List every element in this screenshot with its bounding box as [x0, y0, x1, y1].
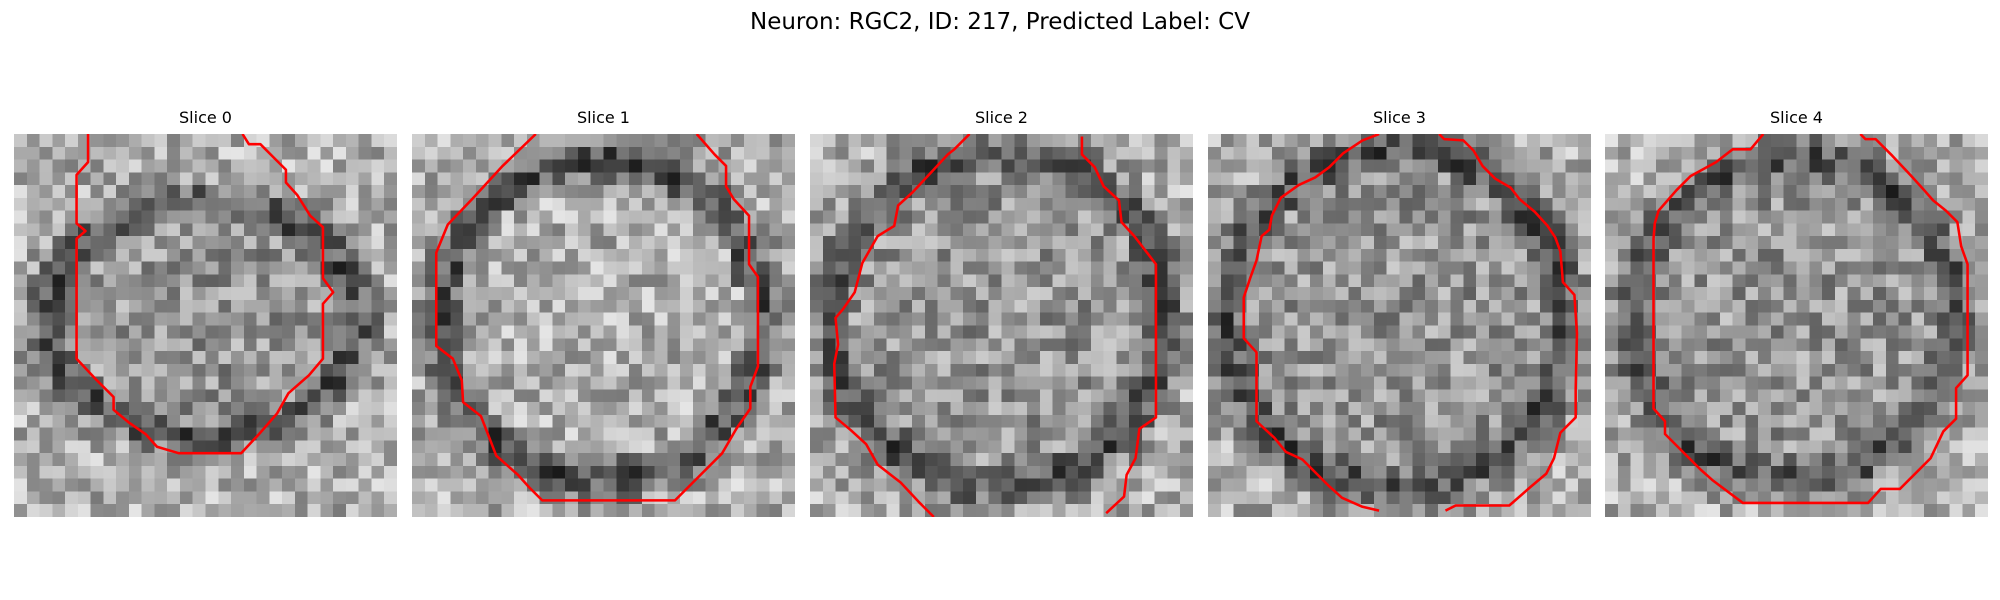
slice-title: Slice 4: [1605, 108, 1988, 128]
slice-title: Slice 2: [810, 108, 1193, 128]
slice-title: Slice 3: [1208, 108, 1591, 128]
slice-image: [412, 134, 795, 517]
figure-title: Neuron: RGC2, ID: 217, Predicted Label: …: [0, 8, 2000, 36]
slice-title: Slice 0: [14, 108, 397, 128]
slice-image: [1208, 134, 1591, 517]
slice-image: [1605, 134, 1988, 517]
slice-image: [14, 134, 397, 517]
slice-image: [810, 134, 1193, 517]
slice-title: Slice 1: [412, 108, 795, 128]
